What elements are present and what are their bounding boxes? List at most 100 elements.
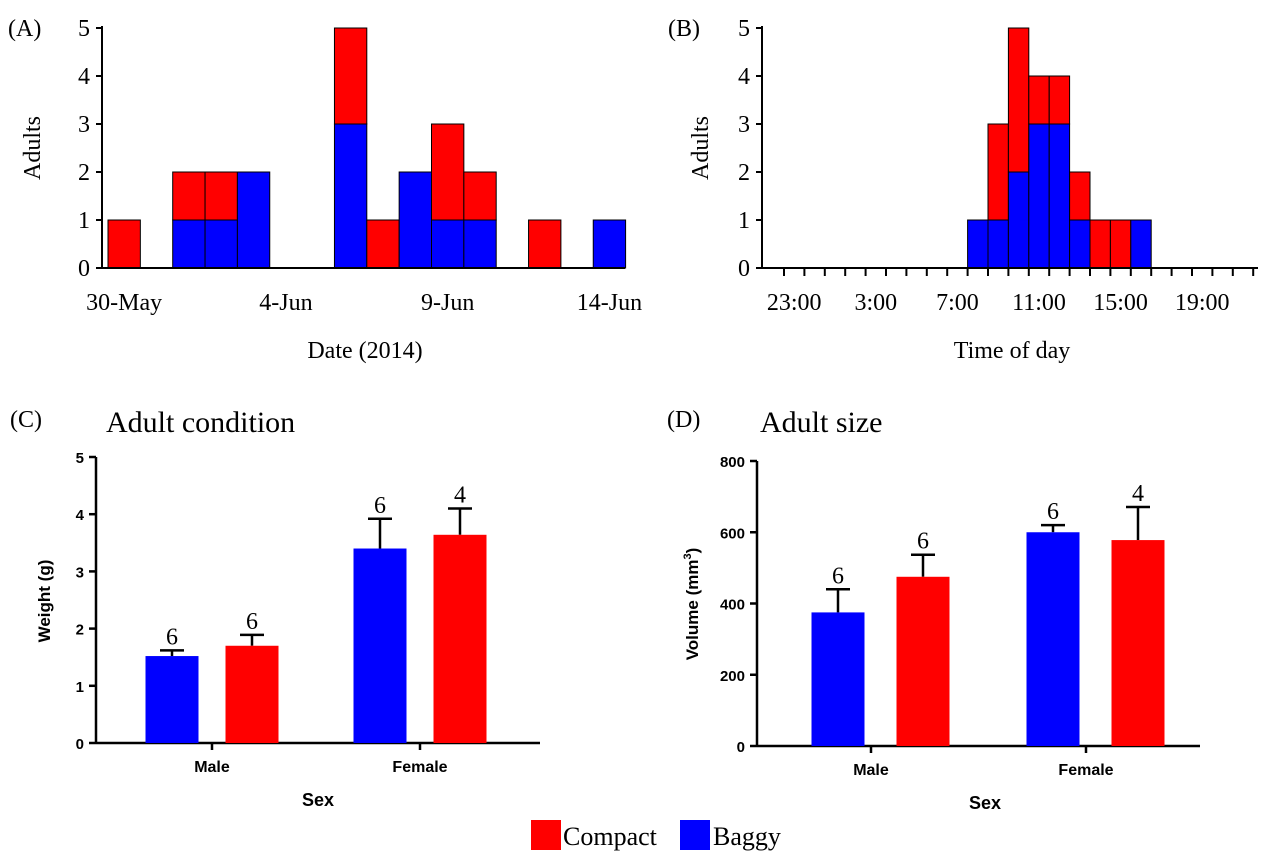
panel-b: (B) Adults Time of day 0 1 2 3 4 5 23:00 3:00 7:…: [668, 16, 1258, 364]
panel-d-ytick-label-0: 0: [737, 739, 745, 756]
panel-a-bar-compact-2-Jun: [204, 171, 238, 221]
panel-c-ytick-label-1: 1: [76, 679, 84, 696]
panel-c-n-label-compact-Male: 6: [246, 609, 258, 635]
panel-a-ytick-label-0: 0: [78, 256, 90, 282]
panel-d-bar-compact-Female: [1111, 540, 1165, 746]
panel-a-bar-compact-7-Jun: [366, 219, 400, 269]
panel-b-xtick-label-19:00: 19:00: [1175, 290, 1230, 316]
legend-label-baggy: Baggy: [713, 822, 781, 851]
panel-a-bar-compact-12-Jun: [528, 219, 562, 269]
panel-a-xtick-label-30-May: 30-May: [86, 290, 162, 316]
panel-b-xtick-label-11:00: 11:00: [1012, 290, 1066, 316]
panel-d-xlabel: Sex: [969, 793, 1001, 813]
panel-b-bar-baggy-12:00: [1048, 123, 1071, 269]
panel-c-bar-compact-Female: [433, 534, 487, 743]
panel-d-n-label-compact-Female: 4: [1132, 481, 1144, 507]
panel-c-bar-baggy-Female: [353, 548, 407, 743]
panel-d-title: Adult size: [760, 406, 882, 439]
panel-d-n-label-compact-Male: 6: [917, 529, 929, 555]
panel-a-ytick-label-3: 3: [78, 112, 90, 138]
panel-c-ytick-label-0: 0: [76, 736, 84, 753]
panel-d-ylabel: Volume (mm3): [682, 548, 702, 661]
panel-b-bar-baggy-11:00: [1028, 123, 1050, 269]
panel-a-xtick-label-9-Jun: 9-Jun: [421, 290, 474, 316]
panel-a-ytick-label-1: 1: [78, 208, 90, 234]
panel-d-n-label-baggy-Male: 6: [832, 563, 844, 589]
panel-b-bar-baggy-8:00: [967, 219, 989, 269]
legend: Compact Baggy: [531, 820, 781, 851]
panel-a-xlabel: Date (2014): [307, 338, 422, 364]
legend-swatch-compact: [531, 820, 561, 850]
panel-a-xtick-label-4-Jun: 4-Jun: [259, 290, 312, 316]
panel-c-n-label-baggy-Female: 6: [374, 493, 386, 519]
panel-b-bar-baggy-13:00: [1069, 219, 1091, 269]
panel-c-ytick-label-2: 2: [76, 622, 84, 639]
panel-c-ytick-label-5: 5: [76, 450, 84, 467]
panel-d-n-label-baggy-Female: 6: [1047, 499, 1059, 525]
panel-b-bar-compact-12:00: [1048, 75, 1071, 125]
panel-c-xlabel: Sex: [302, 790, 334, 810]
panel-d-ytick-label-200: 200: [720, 668, 745, 685]
panel-a: (A) Adults Date (2014) 0 1 2 3 4 5 30-May 4-Jun…: [8, 16, 642, 364]
panel-c: (C) Adult condition Weight (g) Sex 0 1 2 3 4…: [10, 406, 540, 810]
panel-d-label: (D): [667, 407, 700, 433]
panel-b-ytick-label-1: 1: [738, 208, 750, 234]
panel-d-ytick-label-800: 800: [720, 454, 745, 471]
panel-b-ytick-label-0: 0: [738, 256, 750, 282]
panel-b-ytick-label-3: 3: [738, 112, 750, 138]
panel-b-bar-baggy-10:00: [1007, 171, 1030, 269]
panel-b-ytick-label-5: 5: [738, 16, 750, 42]
panel-c-n-label-compact-Female: 4: [454, 482, 466, 508]
panel-c-xtick-label-Female: Female: [392, 759, 447, 776]
panel-a-bar-baggy-1-Jun: [172, 219, 206, 269]
panel-c-ylabel: Weight (g): [35, 560, 54, 643]
panel-d-bar-baggy-Female: [1026, 532, 1080, 746]
panel-b-bar-compact-10:00: [1007, 27, 1030, 173]
panel-b-xtick-label-23:00: 23:00: [767, 290, 822, 316]
panel-b-xlabel: Time of day: [954, 338, 1070, 364]
panel-d-xtick-label-Male: Male: [853, 762, 889, 779]
panel-d-ytick-label-600: 600: [720, 525, 745, 542]
panel-d-bar-compact-Male: [896, 576, 950, 746]
panel-b-bar-baggy-16:00: [1130, 219, 1152, 269]
panel-b-bar-compact-15:00: [1109, 219, 1132, 269]
panel-b-bar-baggy-9:00: [987, 219, 1009, 269]
panel-a-ytick-label-4: 4: [78, 64, 90, 90]
panel-a-bar-compact-30-May: [107, 219, 141, 269]
panel-b-bar-compact-9:00: [987, 123, 1009, 221]
panel-a-bar-baggy-2-Jun: [204, 219, 238, 269]
panel-a-label: (A): [8, 16, 41, 42]
panel-a-bar-compact-1-Jun: [172, 171, 206, 221]
legend-label-compact: Compact: [563, 822, 658, 851]
panel-c-title: Adult condition: [106, 406, 295, 439]
panel-d-xtick-label-Female: Female: [1058, 762, 1113, 779]
panel-c-bar-compact-Male: [225, 645, 279, 743]
panel-b-xtick-label-15:00: 15:00: [1093, 290, 1148, 316]
panel-c-bar-baggy-Male: [145, 656, 199, 743]
panel-d: (D) Adult size Volume (mm3) Sex 0 200 400 6…: [667, 406, 1200, 813]
panel-b-xtick-label-7:00: 7:00: [936, 290, 979, 316]
panel-b-ytick-label-2: 2: [738, 160, 750, 186]
panel-c-n-label-baggy-Male: 6: [166, 624, 178, 650]
panel-c-ytick-label-3: 3: [76, 564, 84, 581]
panel-a-xtick-label-14-Jun: 14-Jun: [577, 290, 642, 316]
panel-c-ytick-label-4: 4: [76, 507, 85, 524]
panel-b-ylabel: Adults: [688, 116, 714, 180]
panel-a-ylabel: Adults: [20, 116, 46, 180]
panel-b-bar-compact-11:00: [1028, 75, 1050, 125]
panel-a-ytick-label-2: 2: [78, 160, 90, 186]
panel-d-bar-baggy-Male: [811, 612, 865, 746]
panel-b-ytick-label-4: 4: [738, 64, 750, 90]
panel-b-label: (B): [668, 16, 700, 42]
panel-a-bar-compact-9-Jun: [431, 123, 465, 221]
panel-a-bar-compact-6-Jun: [333, 27, 368, 125]
panel-c-label: (C): [10, 407, 42, 433]
panel-b-bar-compact-14:00: [1089, 219, 1111, 269]
panel-a-bar-compact-10-Jun: [463, 171, 497, 221]
panel-a-bar-baggy-14-Jun: [592, 219, 627, 269]
panel-a-ytick-label-5: 5: [78, 16, 90, 42]
panel-a-bar-baggy-9-Jun: [431, 219, 465, 269]
panel-a-bar-baggy-10-Jun: [463, 219, 497, 269]
panel-b-bar-compact-13:00: [1069, 171, 1091, 221]
